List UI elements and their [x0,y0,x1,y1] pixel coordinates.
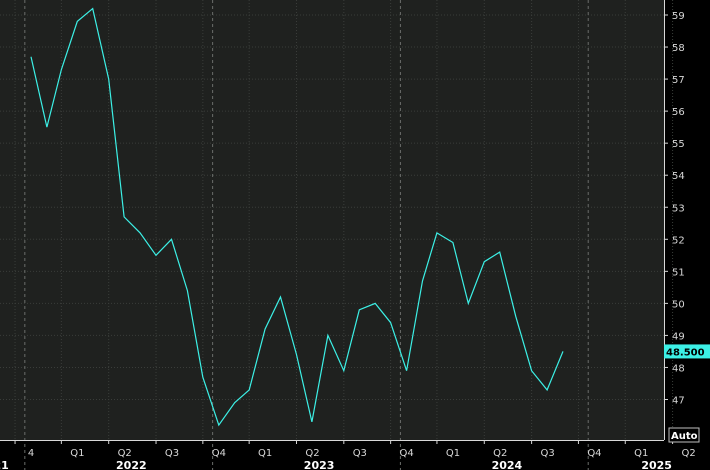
x-tick-label: Q2 [118,448,132,459]
y-axis: 47 48 49 50 51 52 53 54 55 56 57 58 59 [664,11,685,407]
last-value-badge [664,344,710,359]
axis-lines [0,0,665,441]
y-tick-label: 47 [672,396,685,407]
x-tick-label: Q1 [70,448,84,459]
x-tick-label: Q4 [400,448,414,459]
grid [0,0,674,440]
x-tick-label: Q3 [353,448,367,459]
x-year-label: 2023 [304,459,335,470]
x-tick-label: Q1 [258,448,272,459]
plot-background [0,0,664,440]
y-tick-label: 59 [672,11,685,22]
x-tick-label: Q2 [305,448,319,459]
x-tick-label: Q1 [446,448,460,459]
y-tick-label: 48 [672,363,685,374]
last-value-label: 48.500 [666,347,705,358]
y-tick-label: 58 [672,43,685,54]
x-tick-label: Q1 [634,448,648,459]
series-layer [30,7,564,427]
x-tick-label: Q2 [493,448,507,459]
y-tick-label: 54 [672,171,685,182]
auto-scale-button[interactable]: Auto [668,427,700,443]
year-dividers [24,0,589,470]
y-tick-label: 50 [672,299,685,310]
x-year-label: 2024 [492,459,523,470]
x-year-label: 2022 [116,459,147,470]
auto-scale-button-label[interactable]: Auto [671,431,698,442]
x-year-label: 2021 [0,459,9,470]
x-tick-label: Q4 [587,448,601,459]
y-tick-label: 56 [672,107,685,118]
last-value-badge-group: 48.500 [664,344,710,359]
x-tick-label: Q3 [540,448,554,459]
series-line-0 [30,7,564,427]
x-year-label: 2025 [641,459,672,470]
y-tick-label: 57 [672,75,685,86]
x-tick-label: Q4 [212,448,226,459]
auto-scale-button-box[interactable] [668,427,700,443]
y-tick-label: 52 [672,235,685,246]
y-tick-label: 55 [672,139,685,150]
y-tick-label: 53 [672,203,685,214]
x-tick-label: Q2 [681,448,695,459]
x-axis: 4 Q1 Q2 Q3 Q4 Q1 Q2 Q3 Q4 Q1 Q2 Q3 Q4 Q1 Q2 2021 2022 202… [0,440,696,470]
x-tick-label: 4 [28,448,34,459]
y-tick-label: 51 [672,267,685,278]
x-tick-label: Q3 [165,448,179,459]
y-tick-label: 49 [672,331,685,342]
